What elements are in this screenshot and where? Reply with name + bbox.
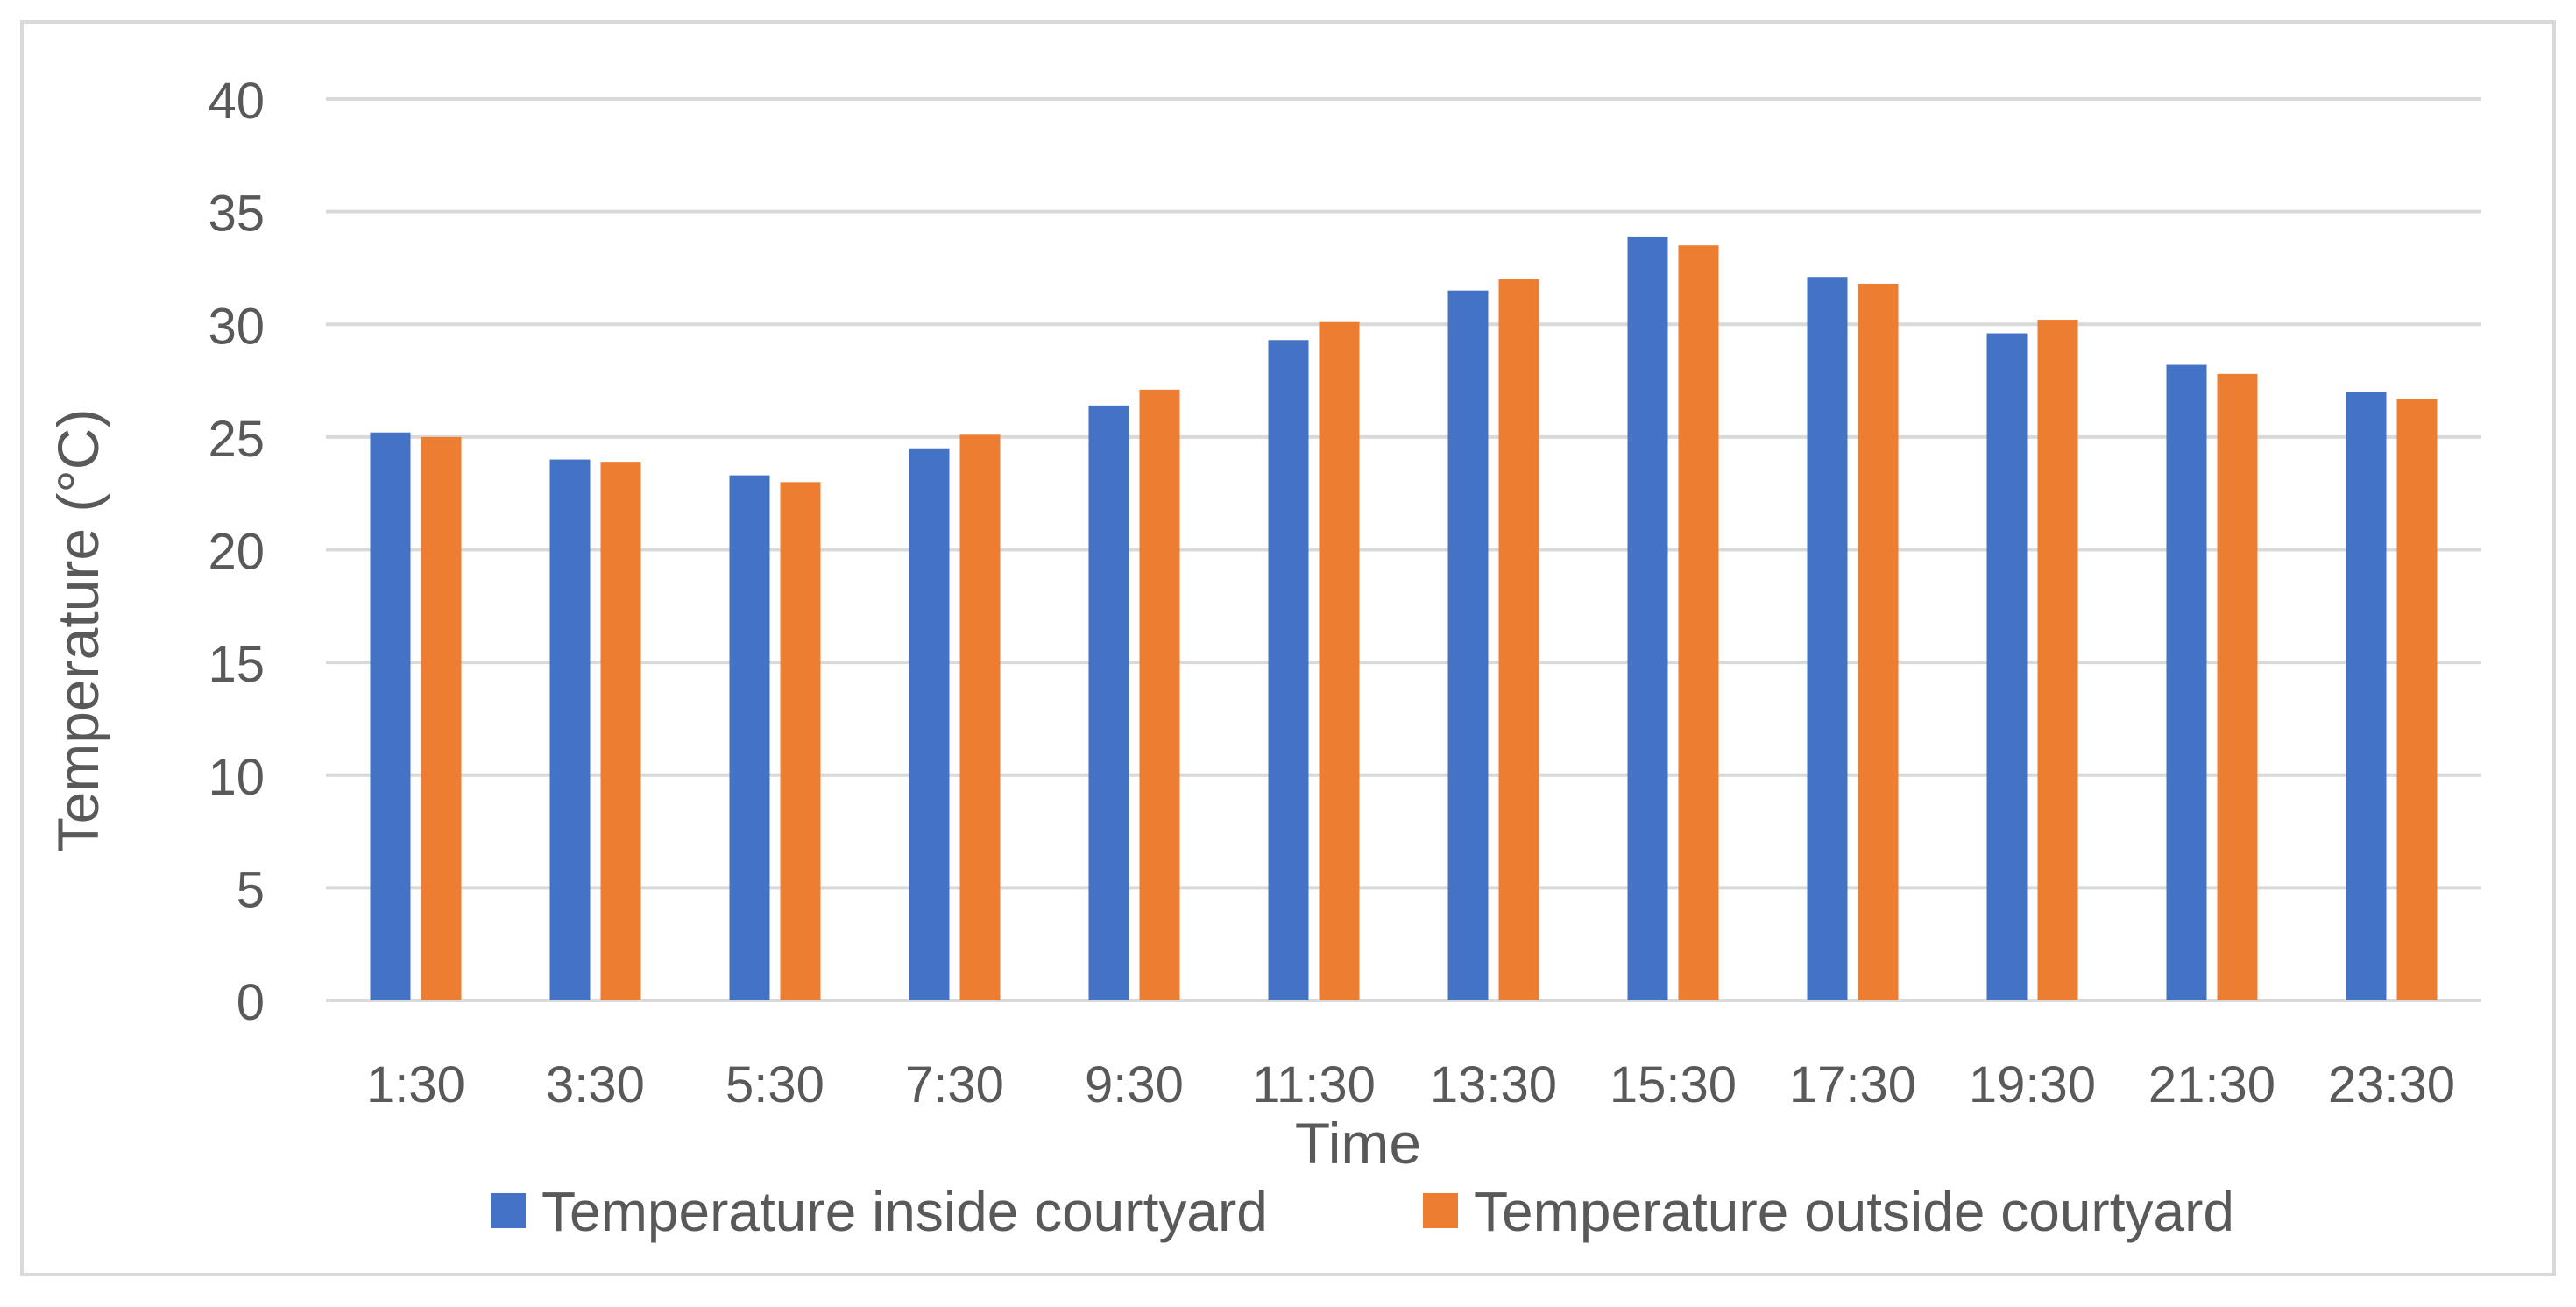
- y-tick-label: 20: [208, 524, 265, 581]
- y-tick-label: 0: [237, 974, 265, 1031]
- x-axis-ticks: 1:30 3:30 5:30 7:30 9:30 11:30 13:30 15:30 17:30…: [366, 1056, 2455, 1113]
- bar-outside-23-30: [2396, 399, 2438, 1001]
- y-axis-title: Temperature (°C): [46, 409, 110, 853]
- x-tick-label: 1:30: [366, 1056, 465, 1113]
- x-tick-label: 21:30: [2148, 1056, 2275, 1113]
- bar-inside-13-30: [1447, 290, 1489, 1001]
- bar-inside-19-30: [1986, 333, 2028, 1000]
- x-tick-label: 9:30: [1085, 1056, 1184, 1113]
- bar-inside-11-30: [1268, 340, 1309, 1000]
- x-tick-label: 19:30: [1969, 1056, 2096, 1113]
- y-tick-label: 10: [208, 749, 265, 806]
- y-tick-label: 25: [208, 411, 265, 468]
- bar-outside-9-30: [1139, 389, 1180, 1000]
- x-tick-label: 15:30: [1610, 1056, 1737, 1113]
- bar-outside-15-30: [1678, 245, 1719, 1000]
- legend-swatch-outside: [1423, 1193, 1458, 1228]
- bar-outside-7-30: [959, 434, 1001, 1000]
- y-tick-label: 15: [208, 636, 265, 693]
- bar-outside-13-30: [1498, 279, 1539, 1000]
- bar-inside-5-30: [729, 475, 770, 1000]
- x-tick-label: 11:30: [1252, 1056, 1376, 1113]
- x-axis-title: Time: [1295, 1111, 1421, 1176]
- y-tick-label: 40: [208, 73, 265, 130]
- bar-outside-11-30: [1319, 321, 1360, 1000]
- y-axis-ticks: 0 5 10 15 20 25 30 35 40: [208, 73, 265, 1031]
- bar-inside-3-30: [549, 459, 591, 1000]
- x-tick-label: 7:30: [905, 1056, 1004, 1113]
- y-tick-label: 35: [208, 186, 265, 243]
- legend-label-outside: Temperature outside courtyard: [1474, 1180, 2234, 1243]
- bar-outside-17-30: [1858, 283, 1899, 1000]
- gridlines: [326, 97, 2481, 1002]
- x-tick-label: 5:30: [725, 1056, 824, 1113]
- x-tick-label: 13:30: [1430, 1056, 1557, 1113]
- bar-outside-5-30: [780, 482, 821, 1000]
- bar-outside-3-30: [600, 462, 641, 1000]
- x-tick-label: 3:30: [546, 1056, 645, 1113]
- y-tick-label: 30: [208, 298, 265, 355]
- legend-label-inside: Temperature inside courtyard: [541, 1180, 1268, 1243]
- bar-outside-21-30: [2217, 373, 2258, 1001]
- bar-inside-21-30: [2166, 364, 2207, 1000]
- bar-inside-23-30: [2346, 392, 2387, 1000]
- bar-outside-19-30: [2037, 320, 2078, 1001]
- bar-inside-1-30: [370, 432, 411, 1001]
- x-tick-label: 17:30: [1789, 1056, 1916, 1113]
- bars: [370, 236, 2438, 1001]
- x-tick-label: 23:30: [2328, 1056, 2455, 1113]
- bar-inside-17-30: [1807, 277, 1848, 1000]
- bar-inside-15-30: [1627, 236, 1668, 1000]
- legend: Temperature inside courtyard Temperature…: [491, 1180, 2234, 1243]
- bar-inside-9-30: [1088, 405, 1129, 1000]
- y-tick-label: 5: [237, 861, 265, 918]
- bar-inside-7-30: [909, 448, 950, 1000]
- legend-swatch-inside: [491, 1193, 526, 1228]
- bar-outside-1-30: [421, 436, 462, 1000]
